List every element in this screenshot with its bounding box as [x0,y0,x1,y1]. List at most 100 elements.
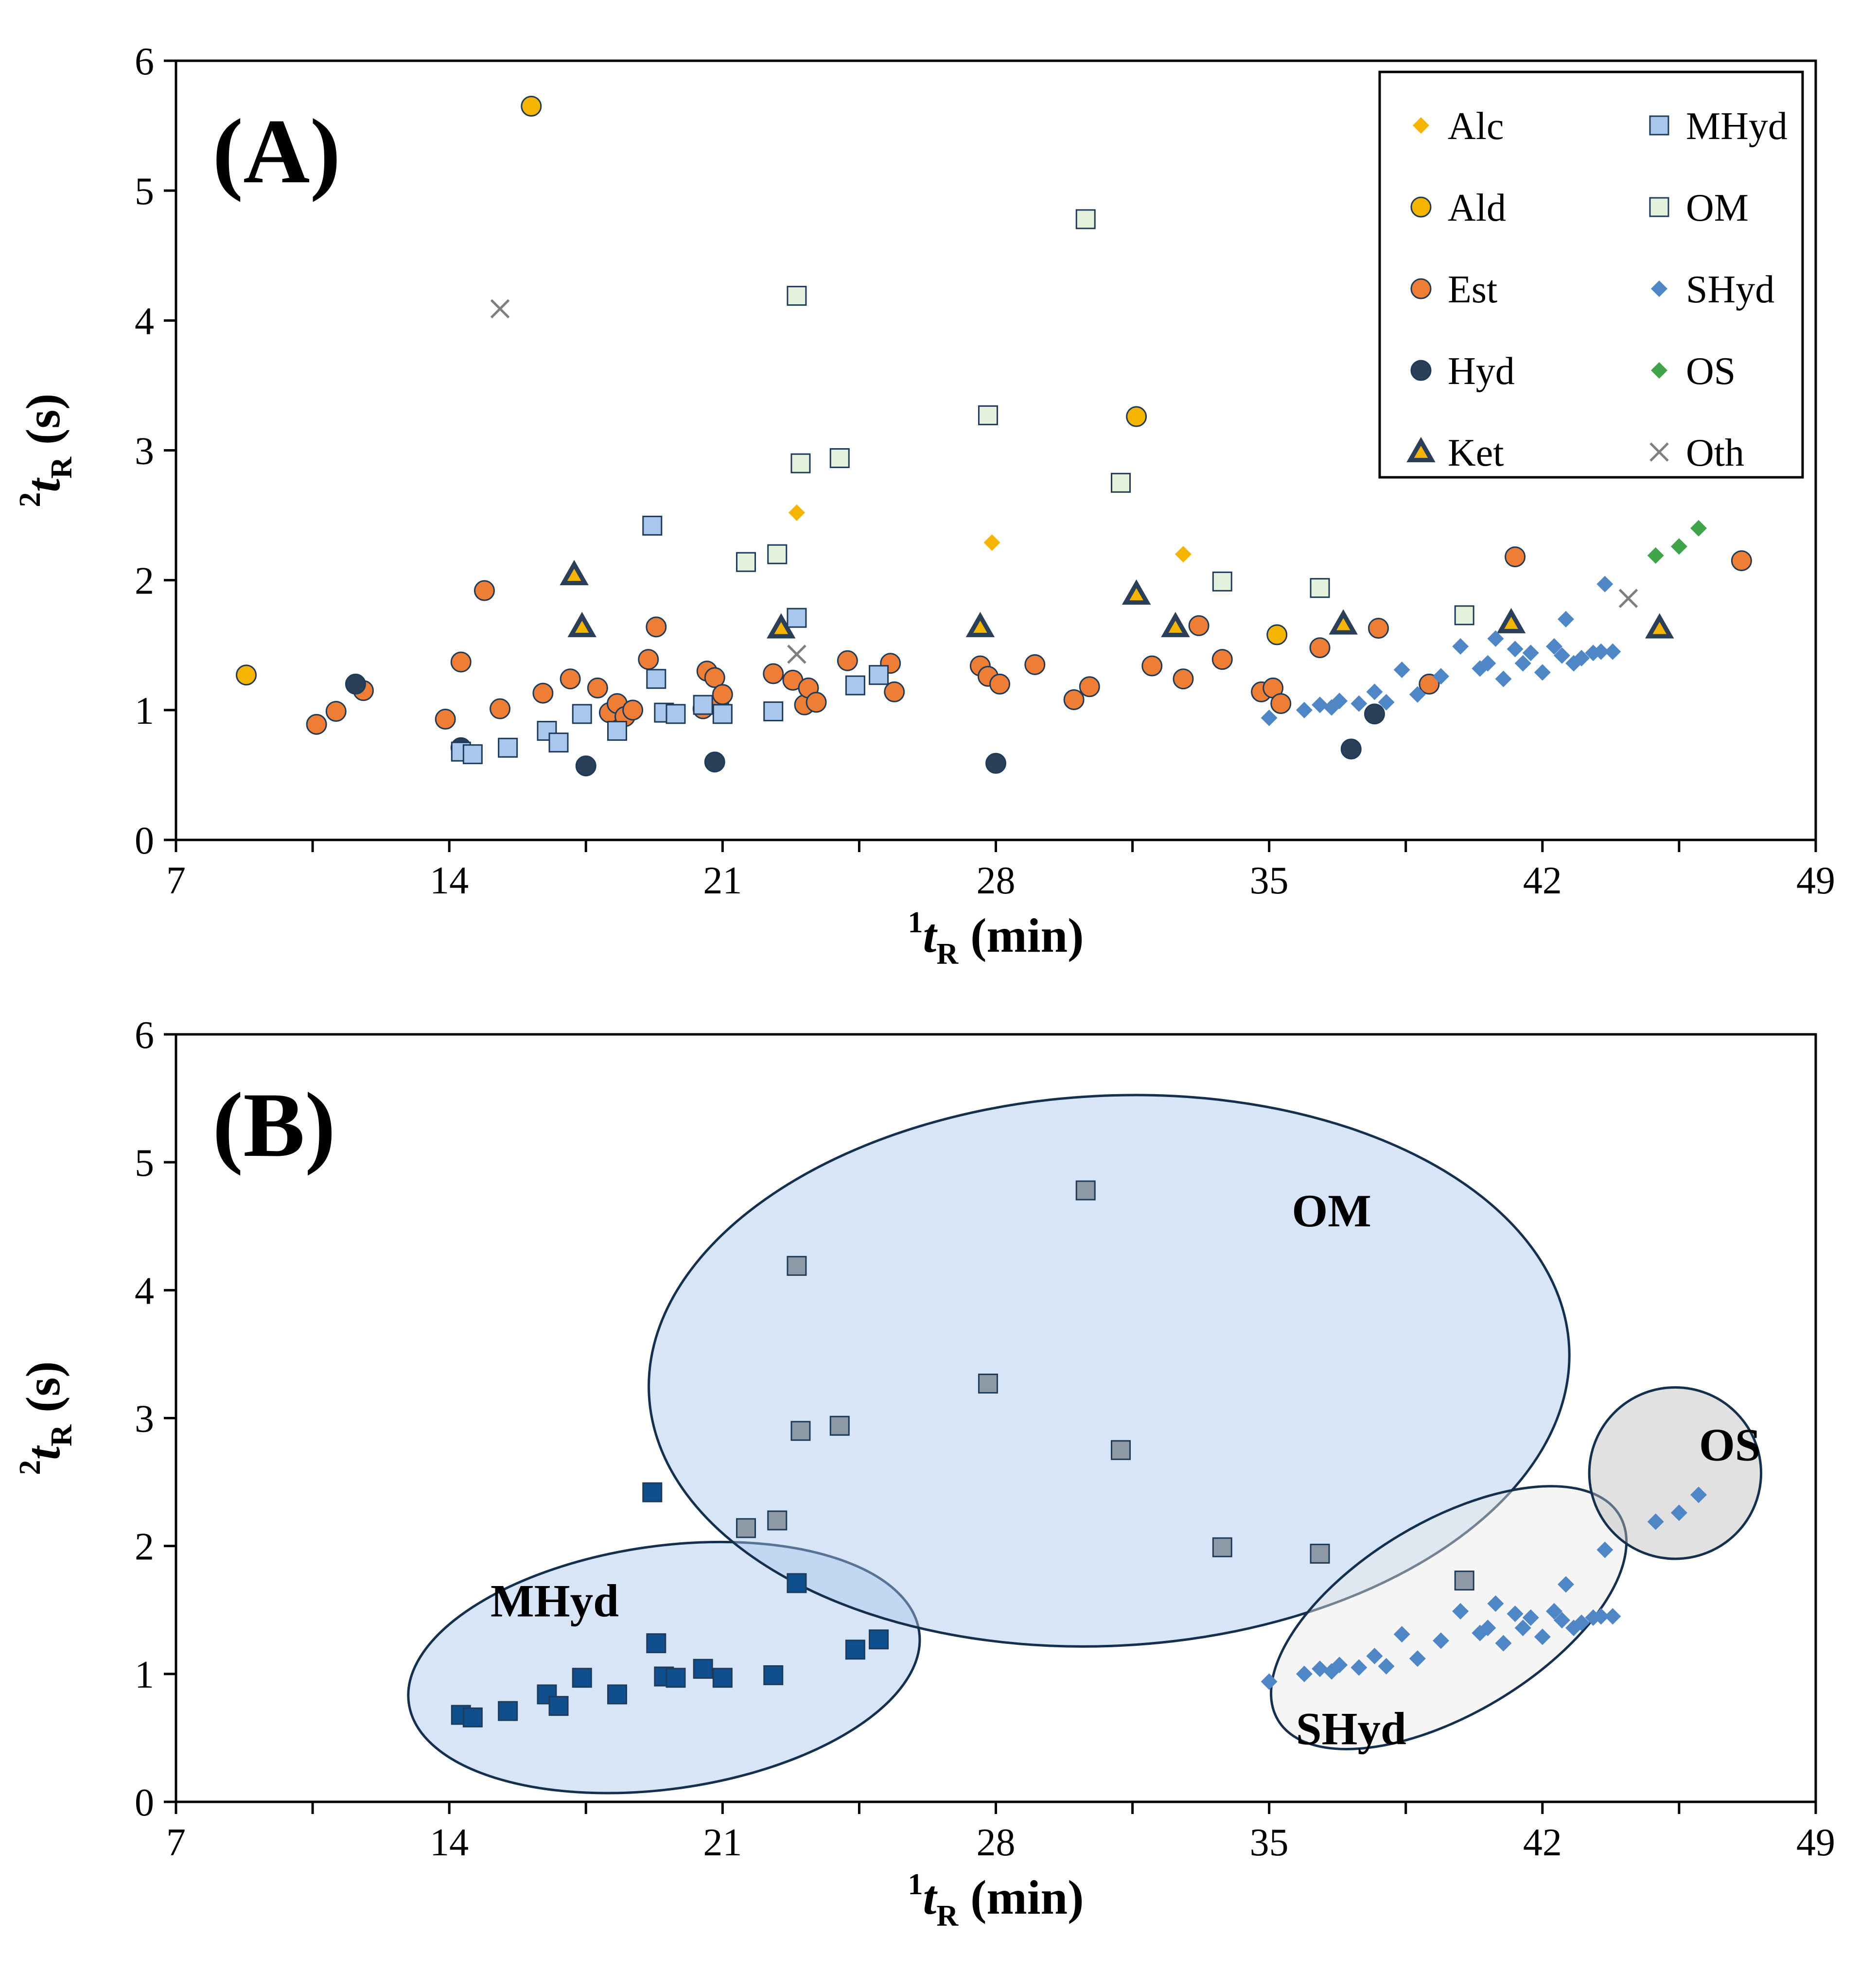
panel-a-legend-entry-shyd: SHyd [1651,268,1774,311]
panel-b-shyd-point [1479,1620,1496,1637]
panel-b-y-tick-label-5: 5 [135,1142,154,1185]
panel-a-series-om [736,209,1474,626]
panel-a-est-point [704,667,725,688]
panel-b-grouped-scatter-chart: 0 1 2 3 4 5 6 7 14 21 28 35 42 49 1tR (min) 2tR (s) (B) M… [14,1014,1835,1933]
panel-a-hyd-point [1340,738,1362,760]
panel-a-hyd-point [345,673,366,695]
panel-a-shyd-point [1452,638,1469,655]
panel-a-shyd-point [1350,695,1368,712]
panel-a-om-point [1310,578,1330,598]
panel-a-series-os [1647,520,1707,564]
panel-b-os-point [1670,1504,1687,1521]
panel-a-x-tick-label-28: 28 [977,859,1016,902]
panel-b-mhyd-point [548,1696,569,1716]
panel-b-shyd-point [1534,1628,1551,1645]
panel-a-om-point [767,544,788,564]
panel-b-mhyd-point [763,1665,784,1685]
panel-a-ket-point [1161,611,1190,637]
panel-a-legend-label-hyd: Hyd [1448,350,1515,393]
panel-a-est-point [1173,668,1194,690]
panel-b-y-tick-label-0: 0 [135,1781,154,1824]
panel-a-legend-entry-alc: Alc [1413,105,1504,148]
panel-a-legend-label-mhyd: MHyd [1686,105,1788,148]
panel-a-shyd-point [1573,649,1590,666]
panel-b-x-tick-label-49: 49 [1796,1821,1835,1864]
panel-a-est-point [587,677,608,698]
panel-a-ket-point [767,613,796,639]
panel-b-y-tick-label-4: 4 [135,1270,154,1312]
panel-a-x-axis-title: 1tR (min) [908,906,1084,971]
panel-a-ket-point [1496,608,1526,633]
panel-b-x-tick-label-42: 42 [1523,1821,1562,1864]
panel-a-legend-label-alc: Alc [1448,105,1504,148]
panel-a-hyd-point [1364,703,1385,725]
panel-a-est-point [638,649,659,670]
panel-b-om-point [829,1415,850,1436]
panel-a-series-shyd [1261,576,1621,726]
panel-a-mhyd-point [787,608,807,628]
panel-a-legend-marker-ket [1406,436,1436,462]
panel-a-legend-entry-est: Est [1410,268,1497,311]
panel-a-x-tick-label-35: 35 [1250,859,1289,902]
panel-b-shyd-point [1312,1660,1329,1677]
panel-b-os-point [1690,1486,1707,1503]
panel-a-est-point [712,684,733,705]
panel-a-shyd-point [1507,641,1524,658]
panel-a-legend-entry-hyd: Hyd [1410,350,1515,393]
panel-a-est-point [646,616,667,638]
panel-b-shyd-point [1261,1673,1278,1690]
panel-a-ald-point [521,96,542,117]
panel-b-shyd-point [1378,1658,1395,1675]
panel-a-est-point [450,651,472,673]
panel-a-est-point [1419,673,1440,695]
panel-a-hyd-point [704,751,725,773]
panel-a-y-tick-label-2: 2 [135,560,154,603]
panel-a-ald-point [236,664,257,686]
panel-a-shyd-point [1604,643,1621,660]
panel-a-est-point [1188,615,1210,636]
panel-b-y-axis: 0 1 2 3 4 5 6 [135,1014,176,1824]
panel-b-shyd-point [1522,1609,1539,1626]
panel-a-legend-entry-mhyd: MHyd [1649,105,1788,148]
panel-b-shyd-point [1558,1576,1575,1593]
panel-b-shyd-point [1393,1626,1410,1643]
panel-b-os-group-label: OS [1699,1419,1761,1470]
panel-b-mhyd-point [462,1707,483,1727]
panel-a-shyd-point [1495,670,1512,687]
panel-b-shyd-point [1366,1647,1383,1664]
panel-a-legend-entry-ald: Ald [1410,187,1506,229]
panel-a-om-point [829,448,850,469]
panel-a-legend-box [1378,70,1804,479]
panel-b-series-os [1647,1486,1707,1530]
panel-b-y-tick-label-6: 6 [135,1014,154,1057]
panel-a-x-tick-label-49: 49 [1796,859,1835,902]
panel-b-om-point [1310,1543,1330,1564]
panel-a-series-ald [236,96,1288,686]
panel-a-legend-label-os: OS [1686,350,1736,393]
panel-a-legend-label-om: OM [1686,187,1749,229]
panel-b-x-axis: 7 14 21 28 35 42 49 [166,1802,1835,1864]
panel-a-est-point [1505,546,1526,568]
panel-a-est-point [560,668,581,690]
panel-a-est-point [1063,689,1085,710]
panel-a-legend-marker-os [1651,362,1667,379]
panel-b-y-tick-label-1: 1 [135,1654,154,1696]
panel-b-om-point [767,1510,788,1531]
panel-a-est-point [532,682,554,704]
panel-a-alc-point [788,504,805,521]
panel-a-est-point [806,692,827,713]
panel-a-legend-marker-est [1410,278,1432,299]
panel-a-mhyd-point [462,744,483,765]
panel-a-shyd-point [1378,694,1395,711]
panel-b-shyd-point [1296,1665,1313,1682]
panel-b-om-point [790,1421,811,1441]
panel-a-om-point [978,405,998,425]
panel-a-om-point [736,552,756,572]
panel-b-shyd-ellipse [1270,1485,1628,1750]
panel-a-legend-marker-alc [1413,117,1429,134]
panel-a-legend-label-shyd: SHyd [1686,268,1774,311]
panel-b-shyd-point [1573,1614,1590,1631]
panel-a-panel-label: (A) [212,101,341,203]
panel-a-est-point [622,699,644,721]
panel-b-mhyd-point [712,1668,733,1688]
